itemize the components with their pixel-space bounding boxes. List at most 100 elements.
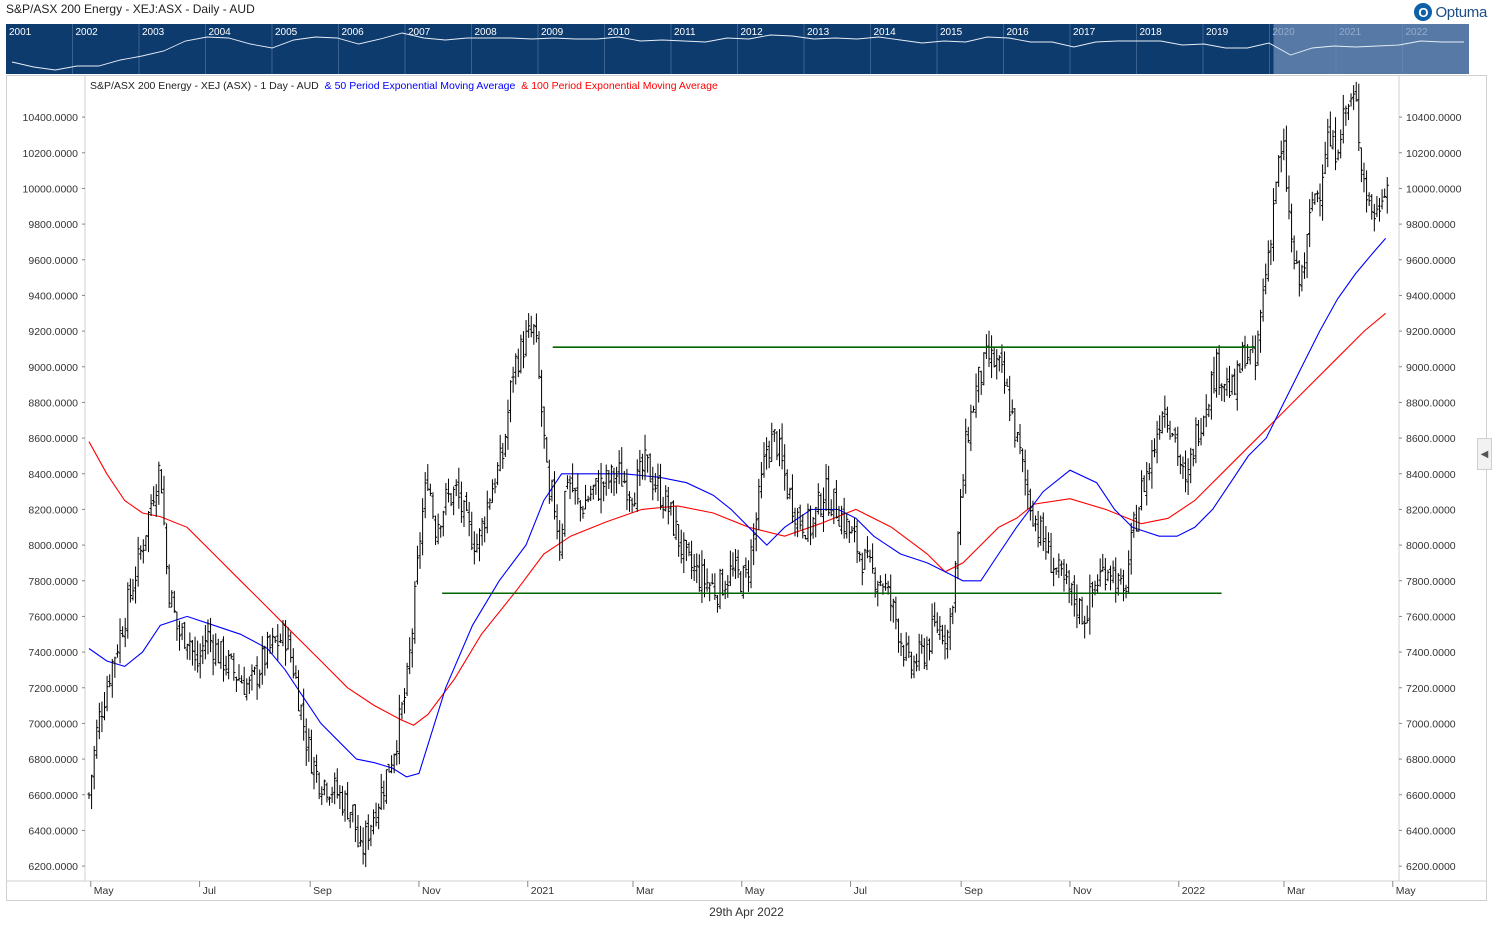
overview-year-label: 2016	[1007, 27, 1030, 38]
overview-year-label: 2009	[541, 27, 564, 38]
y-tick-label-left: 7400.0000	[28, 647, 78, 659]
overview-year-label: 2007	[408, 27, 431, 38]
overview-year-label: 2019	[1206, 27, 1229, 38]
y-tick-label-right: 9600.0000	[1406, 255, 1456, 267]
overview-year-label: 2001	[9, 27, 32, 38]
x-tick-label: Jul	[854, 885, 867, 897]
y-tick-label-left: 8000.0000	[28, 540, 78, 552]
price-chart[interactable]: S&P/ASX 200 Energy - XEJ (ASX) - 1 Day -…	[6, 75, 1487, 901]
y-tick-label-left: 9800.0000	[28, 219, 78, 231]
window-title: S&P/ASX 200 Energy - XEJ:ASX - Daily - A…	[6, 2, 255, 16]
y-tick-label-right: 10200.0000	[1406, 148, 1462, 160]
overview-year-label: 2018	[1140, 27, 1163, 38]
y-tick-label-right: 8600.0000	[1406, 433, 1456, 445]
brand-logo: O Optuma	[1414, 3, 1487, 21]
y-tick-label-left: 8600.0000	[28, 433, 78, 445]
y-tick-label-left: 9400.0000	[28, 290, 78, 302]
overview-year-label: 2008	[475, 27, 498, 38]
price-bars	[87, 81, 1389, 868]
y-tick-label-left: 8400.0000	[28, 469, 78, 481]
y-tick-label-left: 7600.0000	[28, 611, 78, 623]
overview-year-label: 2012	[741, 27, 764, 38]
overview-year-label: 2017	[1073, 27, 1096, 38]
overview-year-label: 2014	[874, 27, 897, 38]
y-axis-right: 10400.0000 10200.0000 10000.0000 9800.0000 9…	[1399, 112, 1462, 873]
plot-area	[87, 81, 1389, 868]
chevron-left-icon: ◀	[1480, 448, 1489, 460]
y-tick-label-right: 8800.0000	[1406, 397, 1456, 409]
y-tick-label-left: 9200.0000	[28, 326, 78, 338]
y-tick-label-left: 6600.0000	[28, 790, 78, 802]
x-tick-label: May	[94, 885, 115, 897]
x-tick-label: Nov	[1073, 885, 1092, 897]
optuma-logo-icon: O	[1414, 3, 1433, 21]
x-tick-label: May	[745, 885, 766, 897]
x-tick-label: Mar	[636, 885, 655, 897]
y-tick-label-right: 7600.0000	[1406, 611, 1456, 623]
legend-main: S&P/ASX 200 Energy - XEJ (ASX) - 1 Day -…	[90, 80, 319, 92]
x-tick-label: May	[1396, 885, 1417, 897]
y-tick-label-right: 7400.0000	[1406, 647, 1456, 659]
overview-selection[interactable]	[1273, 24, 1470, 74]
overview-year-label: 2002	[76, 27, 99, 38]
y-tick-label-right: 6800.0000	[1406, 754, 1456, 766]
brand-name: Optuma	[1435, 3, 1487, 21]
chart-frame	[6, 75, 1487, 901]
x-tick-label: Mar	[1287, 885, 1306, 897]
y-tick-label-right: 9800.0000	[1406, 219, 1456, 231]
y-tick-label-left: 7000.0000	[28, 718, 78, 730]
y-tick-label-right: 10000.0000	[1406, 183, 1462, 195]
y-tick-label-left: 10200.0000	[23, 148, 79, 160]
y-tick-label-left: 8800.0000	[28, 397, 78, 409]
y-tick-label-right: 9000.0000	[1406, 362, 1456, 374]
ema100-line	[88, 312, 1386, 726]
footer-date: 29th Apr 2022	[709, 905, 784, 919]
x-tick-label: Nov	[422, 885, 441, 897]
overview-year-label: 2015	[940, 27, 963, 38]
y-tick-label-left: 6200.0000	[28, 861, 78, 873]
y-tick-label-left: 6800.0000	[28, 754, 78, 766]
ema50-line	[88, 238, 1387, 778]
y-tick-label-right: 9200.0000	[1406, 326, 1456, 338]
y-tick-label-right: 7200.0000	[1406, 683, 1456, 695]
overview-year-label: 2013	[807, 27, 830, 38]
collapse-panel-button[interactable]: ◀	[1477, 438, 1492, 470]
y-tick-label-left: 8200.0000	[28, 504, 78, 516]
y-tick-label-right: 7800.0000	[1406, 576, 1456, 588]
overview-navigator[interactable]: 2001 2002 2003 2004 2005 2006 2007 2008 2009 2010…	[6, 24, 1469, 74]
y-tick-label-left: 10000.0000	[23, 183, 79, 195]
overview-year-label: 2003	[142, 27, 165, 38]
y-axis-left: 10400.0000 10200.0000 10000.0000 9800.0000 9…	[23, 112, 85, 873]
y-tick-label-right: 8200.0000	[1406, 504, 1456, 516]
y-tick-label-right: 8400.0000	[1406, 469, 1456, 481]
y-tick-label-left: 9000.0000	[28, 362, 78, 374]
legend-ema100: & 100 Period Exponential Moving Average	[521, 80, 718, 92]
y-tick-label-right: 8000.0000	[1406, 540, 1456, 552]
y-tick-label-right: 10400.0000	[1406, 112, 1462, 124]
y-tick-label-right: 6400.0000	[1406, 825, 1456, 837]
x-axis: May Jul Sep Nov 2021 Mar May Jul Sep Nov 2022 Mar Ma…	[90, 881, 1417, 897]
x-tick-label: Jul	[203, 885, 216, 897]
overview-chart[interactable]: 2001 2002 2003 2004 2005 2006 2007 2008 2009 2010…	[6, 24, 1469, 74]
overview-year-label: 2011	[674, 27, 696, 38]
x-tick-label: 2021	[531, 885, 555, 897]
y-tick-label-right: 6200.0000	[1406, 861, 1456, 873]
y-tick-label-left: 9600.0000	[28, 255, 78, 267]
x-tick-label: Sep	[964, 885, 983, 897]
y-tick-label-right: 7000.0000	[1406, 718, 1456, 730]
y-tick-label-left: 7800.0000	[28, 576, 78, 588]
legend-ema50: & 50 Period Exponential Moving Average	[325, 80, 516, 92]
y-tick-label-right: 9400.0000	[1406, 290, 1456, 302]
overview-year-label: 2005	[275, 27, 298, 38]
y-tick-label-right: 6600.0000	[1406, 790, 1456, 802]
overview-history-line	[11, 32, 1464, 71]
overview-year-label: 2010	[608, 27, 631, 38]
overview-year-label: 2006	[342, 27, 365, 38]
x-tick-label: 2022	[1182, 885, 1206, 897]
y-tick-label-left: 7200.0000	[28, 683, 78, 695]
overview-year-label: 2004	[209, 27, 232, 38]
chart-legend: S&P/ASX 200 Energy - XEJ (ASX) - 1 Day -…	[90, 80, 718, 92]
y-tick-label-left: 10400.0000	[23, 112, 79, 124]
y-tick-label-left: 6400.0000	[28, 825, 78, 837]
x-tick-label: Sep	[313, 885, 332, 897]
